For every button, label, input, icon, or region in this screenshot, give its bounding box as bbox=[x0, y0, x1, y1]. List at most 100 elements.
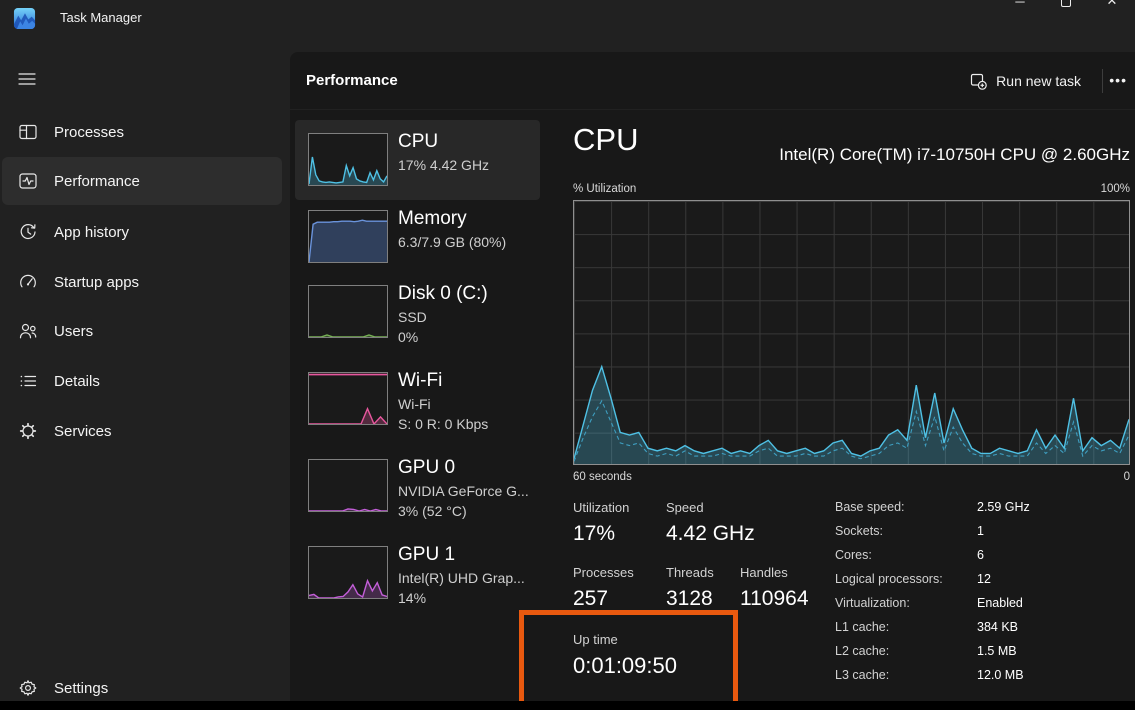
startup-apps-icon bbox=[18, 272, 38, 292]
uptime-label: Up time bbox=[573, 632, 618, 647]
threads-value: 3128 bbox=[666, 587, 713, 610]
run-new-task-label: Run new task bbox=[996, 73, 1081, 89]
detail-value: 2.59 GHz bbox=[977, 500, 1030, 514]
perf-item-title: Memory bbox=[398, 208, 467, 229]
perf-item-stats: S: 0 R: 0 Kbps bbox=[398, 416, 489, 432]
perf-item-cpu[interactable]: CPU 17% 4.42 GHz bbox=[295, 120, 540, 200]
sidebar: Processes Performance App history Startu… bbox=[0, 52, 290, 702]
sidebar-item-details[interactable]: Details bbox=[2, 357, 282, 405]
sidebar-item-startup-apps[interactable]: Startup apps bbox=[2, 258, 282, 306]
speed-value: 4.42 GHz bbox=[666, 522, 755, 545]
detail-label: L2 cache: bbox=[835, 644, 890, 658]
processes-value: 257 bbox=[573, 587, 609, 610]
detail-value: 6 bbox=[977, 548, 984, 562]
detail-value: 12.0 MB bbox=[977, 668, 1024, 682]
detail-value: 1 bbox=[977, 524, 984, 538]
perf-item-gpu-0[interactable]: GPU 0 NVIDIA GeForce G... 3% (52 °C) bbox=[295, 454, 540, 534]
detail-label: L1 cache: bbox=[835, 620, 890, 634]
sidebar-item-label: Services bbox=[54, 422, 112, 440]
perf-item-title: CPU bbox=[398, 131, 439, 152]
chart-x-max-label: 0 bbox=[1123, 471, 1130, 483]
detail-value: Enabled bbox=[977, 596, 1023, 610]
memory-mini-chart bbox=[308, 210, 388, 263]
titlebar: Task Manager ─ ✕ bbox=[0, 0, 1135, 52]
gpu1-sparkline bbox=[309, 547, 387, 598]
memory-sparkline bbox=[309, 211, 387, 262]
performance-icon bbox=[18, 171, 38, 191]
sidebar-item-settings[interactable]: Settings bbox=[2, 664, 282, 710]
navigation-menu-button[interactable] bbox=[8, 62, 46, 96]
run-new-task-button[interactable]: Run new task bbox=[962, 65, 1089, 97]
gpu0-sparkline bbox=[309, 460, 387, 511]
window-controls: ─ ✕ bbox=[997, 0, 1135, 16]
sidebar-item-label: Performance bbox=[54, 172, 140, 190]
hamburger-icon bbox=[18, 73, 36, 85]
sidebar-item-services[interactable]: Services bbox=[2, 407, 282, 455]
uptime-value: 0:01:09:50 bbox=[573, 653, 677, 678]
window-title: Task Manager bbox=[60, 10, 142, 25]
detail-label: L3 cache: bbox=[835, 668, 890, 682]
processes-label: Processes bbox=[573, 565, 634, 580]
wifi-sparkline bbox=[309, 373, 387, 424]
sidebar-item-processes[interactable]: Processes bbox=[2, 108, 282, 156]
run-new-task-icon bbox=[971, 73, 987, 90]
perf-item-memory[interactable]: Memory 6.3/7.9 GB (80%) bbox=[295, 204, 540, 274]
wifi-mini-chart bbox=[308, 372, 388, 425]
gpu1-mini-chart bbox=[308, 546, 388, 599]
minimize-button[interactable]: ─ bbox=[1015, 0, 1025, 9]
details-icon bbox=[18, 371, 38, 391]
detail-label: Virtualization: bbox=[835, 596, 910, 610]
app-history-icon bbox=[18, 222, 38, 242]
maximize-icon bbox=[1061, 0, 1071, 7]
chart-x-min-label: 60 seconds bbox=[573, 471, 632, 483]
maximize-button[interactable] bbox=[1043, 0, 1089, 14]
detail-label: Base speed: bbox=[835, 500, 905, 514]
close-button[interactable]: ✕ bbox=[1106, 0, 1118, 8]
sidebar-item-label: Settings bbox=[54, 679, 109, 697]
page-title: Performance bbox=[306, 72, 398, 89]
perf-item-type: SSD bbox=[398, 309, 427, 325]
sidebar-item-label: Users bbox=[54, 322, 94, 340]
more-options-button[interactable]: ••• bbox=[1109, 72, 1127, 88]
detail-label: Sockets: bbox=[835, 524, 883, 538]
perf-item-stats: 6.3/7.9 GB (80%) bbox=[398, 234, 507, 250]
users-icon bbox=[18, 321, 38, 341]
perf-item-title: Wi-Fi bbox=[398, 370, 443, 391]
cpu-utilization-series bbox=[574, 201, 1129, 464]
perf-item-disk-0[interactable]: Disk 0 (C:) SSD 0% bbox=[295, 280, 540, 360]
detail-value: 1.5 MB bbox=[977, 644, 1017, 658]
perf-item-stats: 0% bbox=[398, 329, 419, 345]
perf-item-stats: 3% (52 °C) bbox=[398, 503, 467, 519]
perf-item-wifi[interactable]: Wi-Fi Wi-Fi S: 0 R: 0 Kbps bbox=[295, 367, 540, 447]
cpu-section-title: CPU bbox=[573, 122, 639, 157]
handles-label: Handles bbox=[740, 565, 788, 580]
detail-label: Logical processors: bbox=[835, 572, 943, 586]
perf-item-title: Disk 0 (C:) bbox=[398, 283, 488, 304]
content-panel: Performance Run new task ••• CPU 17% 4.4… bbox=[290, 52, 1135, 702]
cpu-sparkline bbox=[309, 134, 387, 185]
settings-gear-icon bbox=[18, 678, 38, 698]
detail-value: 384 KB bbox=[977, 620, 1019, 634]
sidebar-item-label: App history bbox=[54, 223, 130, 241]
handles-value: 110964 bbox=[740, 587, 809, 610]
page-header: Performance Run new task ••• bbox=[290, 52, 1135, 110]
sidebar-item-label: Startup apps bbox=[54, 273, 140, 291]
utilization-label: Utilization bbox=[573, 500, 630, 515]
screen-bottom-bar bbox=[0, 701, 1135, 710]
sidebar-item-app-history[interactable]: App history bbox=[2, 208, 282, 256]
sidebar-item-label: Processes bbox=[54, 123, 125, 141]
utilization-value: 17% bbox=[573, 522, 616, 545]
cpu-utilization-chart bbox=[573, 200, 1130, 465]
disk-mini-chart bbox=[308, 285, 388, 338]
sidebar-item-label: Details bbox=[54, 372, 100, 390]
sidebar-item-users[interactable]: Users bbox=[2, 307, 282, 355]
gpu0-mini-chart bbox=[308, 459, 388, 512]
disk-sparkline bbox=[309, 286, 387, 337]
perf-item-stats: 17% 4.42 GHz bbox=[398, 157, 490, 173]
sidebar-item-performance[interactable]: Performance bbox=[2, 157, 282, 205]
perf-item-gpu-1[interactable]: GPU 1 Intel(R) UHD Grap... 14% bbox=[295, 541, 540, 621]
speed-label: Speed bbox=[666, 500, 704, 515]
processes-icon bbox=[18, 122, 38, 142]
perf-item-title: GPU 0 bbox=[398, 457, 456, 478]
